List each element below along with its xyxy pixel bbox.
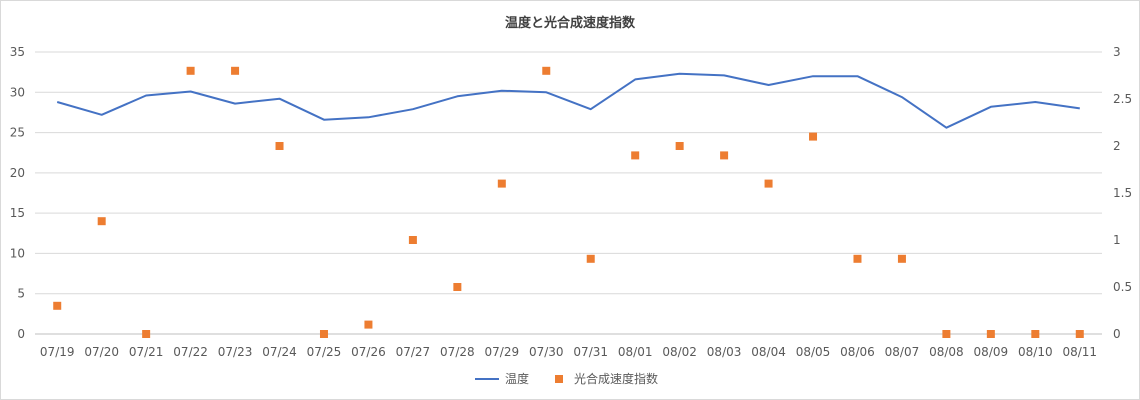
x-tick-label: 08/06: [840, 345, 875, 359]
photosynthesis-point: [497, 179, 506, 188]
x-tick-label: 08/08: [929, 345, 964, 359]
x-tick-label: 08/10: [1018, 345, 1053, 359]
photosynthesis-point: [1075, 330, 1084, 338]
photosynthesis-point: [319, 330, 328, 338]
photosynthesis-point: [1031, 330, 1040, 338]
legend-square-swatch: [555, 375, 563, 383]
x-tick-label: 07/30: [529, 345, 564, 359]
right-tick-label: 0.5: [1113, 280, 1132, 294]
photosynthesis-point: [631, 151, 640, 160]
left-tick-label: 35: [10, 45, 25, 59]
left-tick-label: 0: [17, 327, 25, 341]
photosynthesis-point: [97, 217, 106, 226]
chart-title: 温度と光合成速度指数: [505, 15, 636, 31]
left-tick-label: 20: [10, 166, 25, 180]
x-tick-label: 07/26: [351, 345, 386, 359]
photosynthesis-point: [231, 66, 240, 75]
x-tick-label: 08/07: [885, 345, 920, 359]
right-tick-label: 2: [1113, 139, 1121, 153]
temperature-line: [56, 72, 1080, 129]
x-tick-label: 08/04: [751, 345, 786, 359]
left-tick-label: 10: [10, 246, 25, 260]
x-tick-label: 07/20: [84, 345, 119, 359]
photosynthesis-point: [675, 142, 684, 150]
photosynthesis-point: [720, 151, 729, 160]
right-tick-label: 2.5: [1113, 92, 1132, 106]
left-tick-label: 5: [17, 287, 25, 301]
x-tick-label: 07/19: [40, 345, 75, 359]
x-tick-label: 07/24: [262, 345, 297, 359]
photosynthesis-point: [986, 330, 995, 338]
x-tick-label: 08/03: [707, 345, 742, 359]
photosynthesis-point: [142, 330, 151, 338]
photosynthesis-point: [53, 301, 62, 310]
x-tick-label: 08/05: [796, 345, 831, 359]
x-tick-label: 07/22: [173, 345, 208, 359]
photosynthesis-point: [408, 236, 417, 244]
right-tick-label: 1.5: [1113, 186, 1132, 200]
photosynthesis-point: [586, 254, 595, 263]
right-tick-label: 1: [1113, 233, 1121, 247]
legend-label-temperature: 温度: [505, 371, 529, 386]
x-tick-label: 08/02: [662, 345, 697, 359]
right-tick-label: 3: [1113, 45, 1121, 59]
photosynthesis-point: [542, 66, 551, 75]
photosynthesis-point: [853, 254, 862, 263]
left-tick-label: 30: [10, 85, 25, 99]
photosynthesis-point: [275, 142, 284, 150]
photosynthesis-series: [53, 66, 1084, 338]
legend: 温度 光合成速度指数: [475, 371, 658, 386]
temperature-series: [56, 72, 1080, 129]
left-axis-ticks: 0 5 10 15 20 25 30 35: [10, 45, 25, 341]
x-tick-label: 08/09: [974, 345, 1009, 359]
x-tick-label: 07/27: [396, 345, 431, 359]
legend-label-photosynthesis: 光合成速度指数: [574, 371, 658, 386]
gridlines: [35, 51, 1102, 335]
x-axis-ticks: 07/19 07/20 07/21 07/22 07/23 07/24 07/25 07/26…: [40, 345, 1097, 359]
x-tick-label: 08/11: [1062, 345, 1097, 359]
left-tick-label: 25: [10, 126, 25, 140]
right-axis-ticks: 0 0.5 1 1.5 2 2.5 3: [1113, 45, 1132, 341]
photosynthesis-point: [809, 132, 818, 141]
photosynthesis-point: [942, 330, 951, 338]
x-tick-label: 07/25: [307, 345, 342, 359]
x-tick-label: 07/29: [485, 345, 520, 359]
right-tick-label: 0: [1113, 327, 1121, 341]
left-tick-label: 15: [10, 206, 25, 220]
photosynthesis-point: [453, 283, 462, 291]
photosynthesis-point: [897, 254, 906, 263]
photosynthesis-point: [186, 66, 195, 75]
x-tick-label: 07/21: [129, 345, 164, 359]
x-tick-label: 07/31: [573, 345, 608, 359]
x-tick-label: 07/28: [440, 345, 475, 359]
x-tick-label: 08/01: [618, 345, 653, 359]
photosynthesis-point: [364, 320, 373, 329]
photosynthesis-point: [764, 179, 773, 188]
x-tick-label: 07/23: [218, 345, 253, 359]
